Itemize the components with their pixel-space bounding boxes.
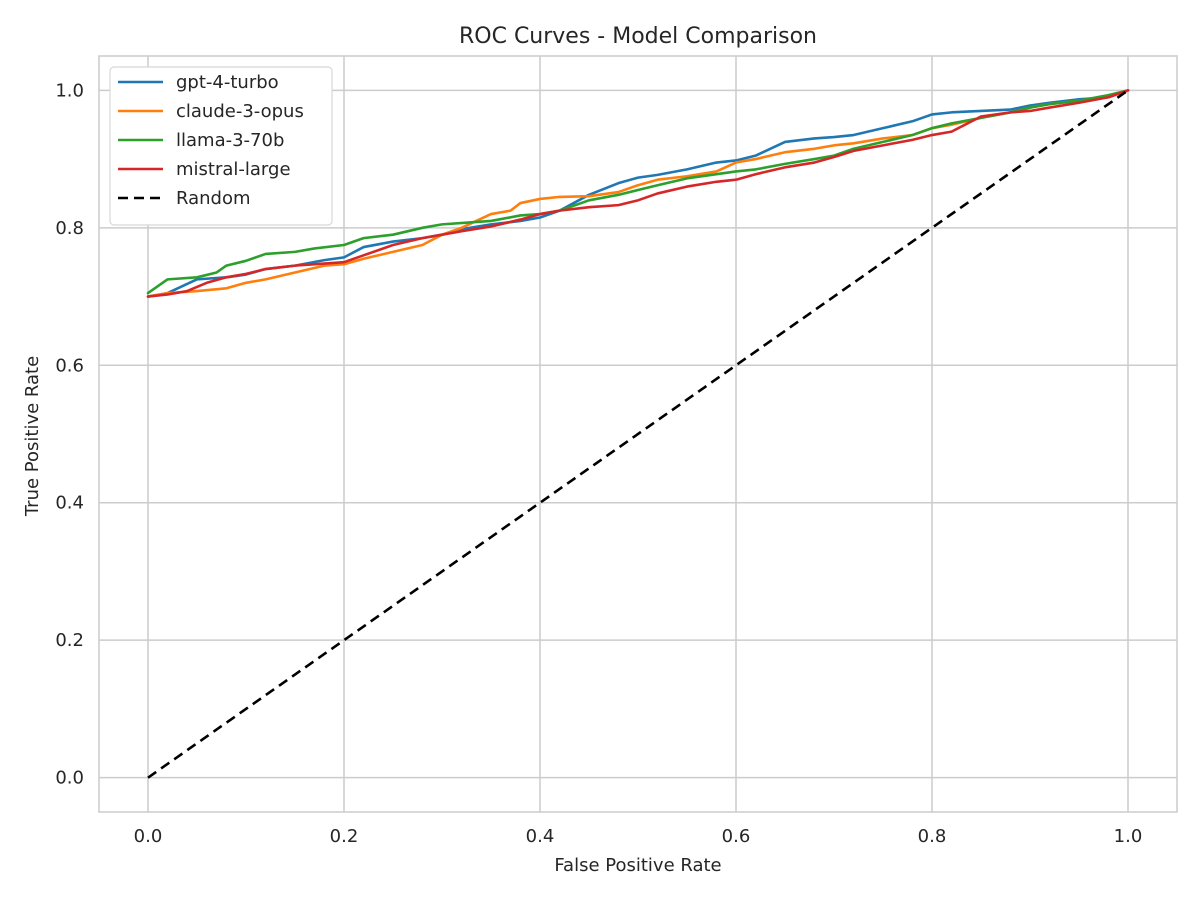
series-line-llama-3-70b — [146, 89, 1130, 295]
series-line-mistral-large — [146, 89, 1130, 298]
legend-box — [109, 66, 333, 226]
y-tick-label: 0.4 — [55, 493, 84, 514]
legend-label: mistral-large — [176, 159, 291, 180]
x-tick-label: 1.0 — [1114, 826, 1143, 847]
legend: gpt-4-turbo claude-3-opus llama-3-70b mistr… — [109, 66, 333, 226]
y-tick-label: 0.2 — [55, 630, 84, 651]
chart-title: ROC Curves - Model Comparison — [459, 24, 817, 49]
x-tick-label: 0.2 — [330, 826, 359, 847]
legend-label: claude-3-opus — [176, 101, 304, 122]
y-tick-label: 0.6 — [55, 355, 84, 376]
x-axis-label: False Positive Rate — [554, 855, 721, 876]
legend-label: llama-3-70b — [176, 130, 284, 151]
y-tick-label: 1.0 — [55, 80, 84, 101]
plot-frame — [98, 55, 1178, 813]
x-tick-label: 0.0 — [134, 826, 163, 847]
x-tick-label: 0.6 — [722, 826, 751, 847]
x-tick-label: 0.4 — [526, 826, 555, 847]
y-tick-label: 0.8 — [55, 218, 84, 239]
tick-labels: 0.0 0.2 0.4 0.6 0.8 1.0 0.0 0.2 0.4 0.6 0.8 1.0 — [55, 80, 1142, 847]
series-line-random — [147, 89, 1129, 779]
series-line-gpt-4-turbo — [146, 89, 1130, 298]
legend-label: Random — [176, 188, 251, 209]
x-tick-label: 0.8 — [918, 826, 947, 847]
series-lines — [146, 89, 1130, 779]
y-axis-label: True Positive Rate — [22, 356, 43, 517]
legend-label: gpt-4-turbo — [176, 72, 279, 93]
y-tick-label: 0.0 — [55, 768, 84, 789]
